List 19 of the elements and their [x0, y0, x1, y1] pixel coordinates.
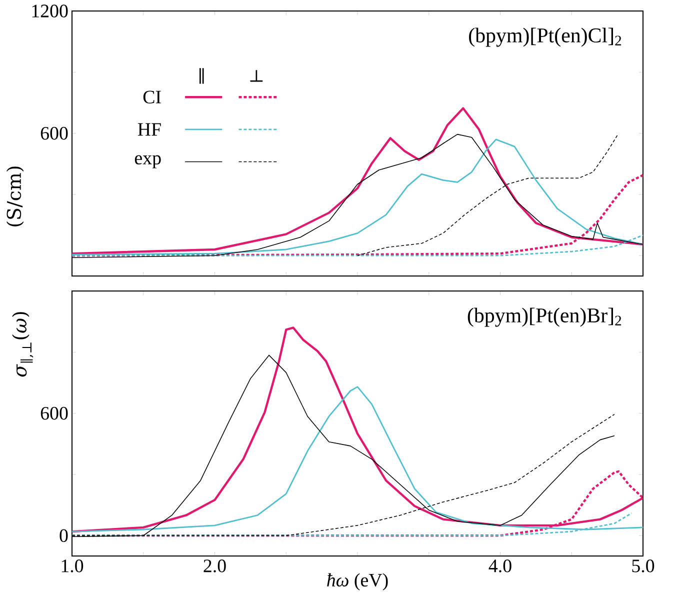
y-tick-label: 600 [40, 126, 68, 140]
line-series [72, 386, 644, 532]
y-axis-title: (S/cm) [6, 166, 24, 226]
x-axis-title: ħω (eV) [327, 573, 388, 590]
text: (bpym)[Pt(en)Cl]$_{2}$ [469, 28, 622, 47]
annotation: ⊥ [250, 70, 263, 82]
x-tick-label: 5.0 [632, 560, 654, 572]
x-tick-label: 2.0 [204, 560, 226, 572]
legend-label: CI [143, 90, 161, 104]
y-axis-title: σ$_{∥,⊥}$(ω) [12, 312, 34, 377]
legend-label: HF [138, 123, 161, 136]
legend-label: exp [134, 155, 161, 168]
y-tick-label: 0 [60, 529, 68, 542]
y-tick-label: 1200 [32, 4, 68, 18]
y-tick-label: 600 [40, 406, 68, 420]
annotation: ∥ [200, 68, 204, 84]
x-tick-label: 4.0 [488, 560, 512, 572]
text: (bpym)[Pt(en)Br]$_{2}$ [468, 308, 622, 327]
x-tick-label: 1.0 [62, 560, 84, 572]
